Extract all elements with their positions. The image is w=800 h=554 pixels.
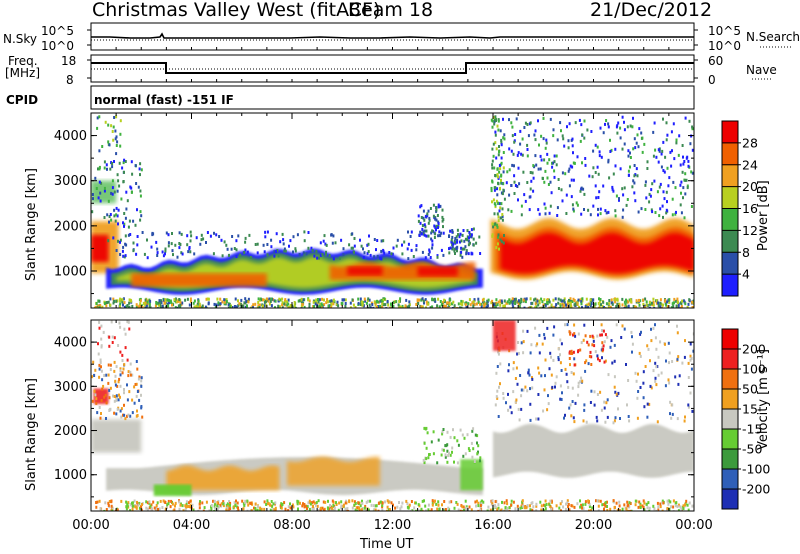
velocity-colorbar-swatch <box>722 489 738 510</box>
velocity-colorbar-tick-label: -15 <box>742 422 762 437</box>
velocity-night-red-scatter <box>568 329 607 367</box>
freq-label: Freq. <box>8 54 38 68</box>
power-streak-2 <box>448 227 475 256</box>
power-early-scatter <box>91 158 143 229</box>
velocity-y-tick-label: 1000 <box>54 468 87 483</box>
power-colorbar-tick-label: 8 <box>742 245 750 260</box>
power-main-hot-2 <box>417 266 458 277</box>
power-colorbar-swatch <box>722 230 738 253</box>
velocity-main-orange-2 <box>287 456 380 486</box>
nsky-label: N.Sky <box>3 32 38 46</box>
cpid-label: CPID <box>6 93 39 107</box>
power-colorbar-swatch <box>722 274 738 297</box>
velocity-early-grey <box>91 419 142 453</box>
power-colorbar-swatch <box>722 142 738 166</box>
freq-series <box>91 62 694 74</box>
velocity-colorbar-swatch <box>722 409 738 430</box>
velocity-main-green-east <box>460 459 483 491</box>
velocity-early-scatter <box>91 360 144 421</box>
power-early-top-scatter <box>96 115 122 156</box>
velocity-colorbar-swatch <box>722 369 738 390</box>
velocity-colorbar-tick-label: -200 <box>742 482 770 497</box>
velocity-y-tick-label: 4000 <box>54 336 87 351</box>
power-night-upper-scatter <box>493 115 694 220</box>
velocity-main-orange-1 <box>166 465 280 491</box>
x-tick-label: 08:00 <box>273 518 310 533</box>
power-colorbar-swatch <box>722 121 738 144</box>
power-main-core-west <box>131 273 267 287</box>
velocity-colorbar-tick-label: 100 <box>742 362 766 377</box>
velocity-near-range-noise <box>95 499 694 511</box>
nave-tick-bottom: 0 <box>708 73 716 87</box>
beam-label: Beam 18 <box>348 0 434 21</box>
power-y-tick-label: 2000 <box>54 219 87 234</box>
power-early-upper <box>91 180 117 204</box>
x-tick-label: 00:00 <box>675 518 712 533</box>
freq-tick-bottom: 8 <box>66 73 74 87</box>
power-y-tick-label: 4000 <box>54 129 87 144</box>
velocity-colorbar: -200 -100 -50 -15 15 50 100 200 <box>721 328 770 510</box>
freq-tick-top: 18 <box>61 54 77 68</box>
power-heatmap <box>91 115 694 308</box>
nsky-series <box>91 32 694 39</box>
velocity-main-green <box>153 484 192 496</box>
power-night-core <box>500 233 694 274</box>
nave-tick-top: 60 <box>708 54 724 68</box>
velocity-colorbar-tick-label: 200 <box>742 342 766 357</box>
x-tick-label: 04:00 <box>173 518 210 533</box>
x-tick-label: 12:00 <box>374 518 411 533</box>
power-y-tick-label: 3000 <box>54 174 87 189</box>
velocity-heatmap <box>91 320 694 511</box>
cpid-text: normal (fast) -151 IF <box>94 93 234 107</box>
power-main-fringe <box>107 230 482 261</box>
x-axis-label: Time UT <box>360 537 414 552</box>
velocity-night-red <box>493 320 516 351</box>
power-colorbar-tick-label: 28 <box>742 135 758 150</box>
power-colorbar-swatch <box>722 252 738 275</box>
date-label: 21/Dec/2012 <box>590 0 713 21</box>
power-colorbar-tick-label: 4 <box>742 267 750 282</box>
nsearch-tick-bottom: 10^0 <box>708 39 741 53</box>
x-tick-label: 16:00 <box>474 518 511 533</box>
velocity-colorbar-tick-label: -50 <box>742 442 762 457</box>
nsky-tick-bottom: 10^0 <box>41 39 74 53</box>
power-y-tick-label: 1000 <box>54 264 87 279</box>
velocity-colorbar-swatch <box>722 389 738 410</box>
power-early-core <box>91 234 109 262</box>
velocity-colorbar-swatch <box>722 349 738 370</box>
velocity-y-tick-label: 3000 <box>54 380 87 395</box>
velocity-colorbar-swatch <box>722 449 738 470</box>
velocity-colorbar-tick-label: 50 <box>742 382 758 397</box>
x-tick-label: 00:00 <box>72 518 109 533</box>
velocity-colorbar-tick-label: 15 <box>742 402 758 417</box>
power-colorbar-tick-label: 12 <box>742 223 758 238</box>
velocity-early-top-scatter <box>97 320 131 362</box>
velocity-y-tick-label: 2000 <box>54 424 87 439</box>
power-colorbar-swatch <box>722 208 738 231</box>
power-main-hot-1 <box>347 266 383 276</box>
power-colorbar-tick-label: 24 <box>742 157 758 172</box>
power-colorbar: 4 8 12 16 20 24 28 <box>721 120 758 297</box>
velocity-colorbar-swatch <box>722 469 738 490</box>
velocity-colorbar-swatch <box>722 329 738 350</box>
power-colorbar-swatch <box>722 164 738 188</box>
nsearch-tick-top: 10^5 <box>708 24 741 38</box>
cpid-panel-frame <box>90 85 695 110</box>
velocity-night-grey <box>493 423 694 478</box>
velocity-colorbar-tick-label: -100 <box>742 462 770 477</box>
nave-label: Nave <box>746 63 777 77</box>
velocity-night-upper-scatter <box>494 323 694 425</box>
freq-unit-label: [MHz] <box>5 66 41 80</box>
power-colorbar-tick-label: 16 <box>742 201 758 216</box>
power-colorbar-tick-label: 20 <box>742 179 758 194</box>
x-tick-label: 20:00 <box>575 518 612 533</box>
nsky-tick-top: 10^5 <box>41 24 74 38</box>
velocity-colorbar-swatch <box>722 429 738 450</box>
power-streak-1 <box>417 203 445 238</box>
station-title: Christmas Valley West (fitACF) <box>92 0 381 21</box>
power-colorbar-swatch <box>722 186 738 209</box>
nsearch-label: N.Search <box>746 30 800 44</box>
velocity-streak <box>422 426 482 465</box>
